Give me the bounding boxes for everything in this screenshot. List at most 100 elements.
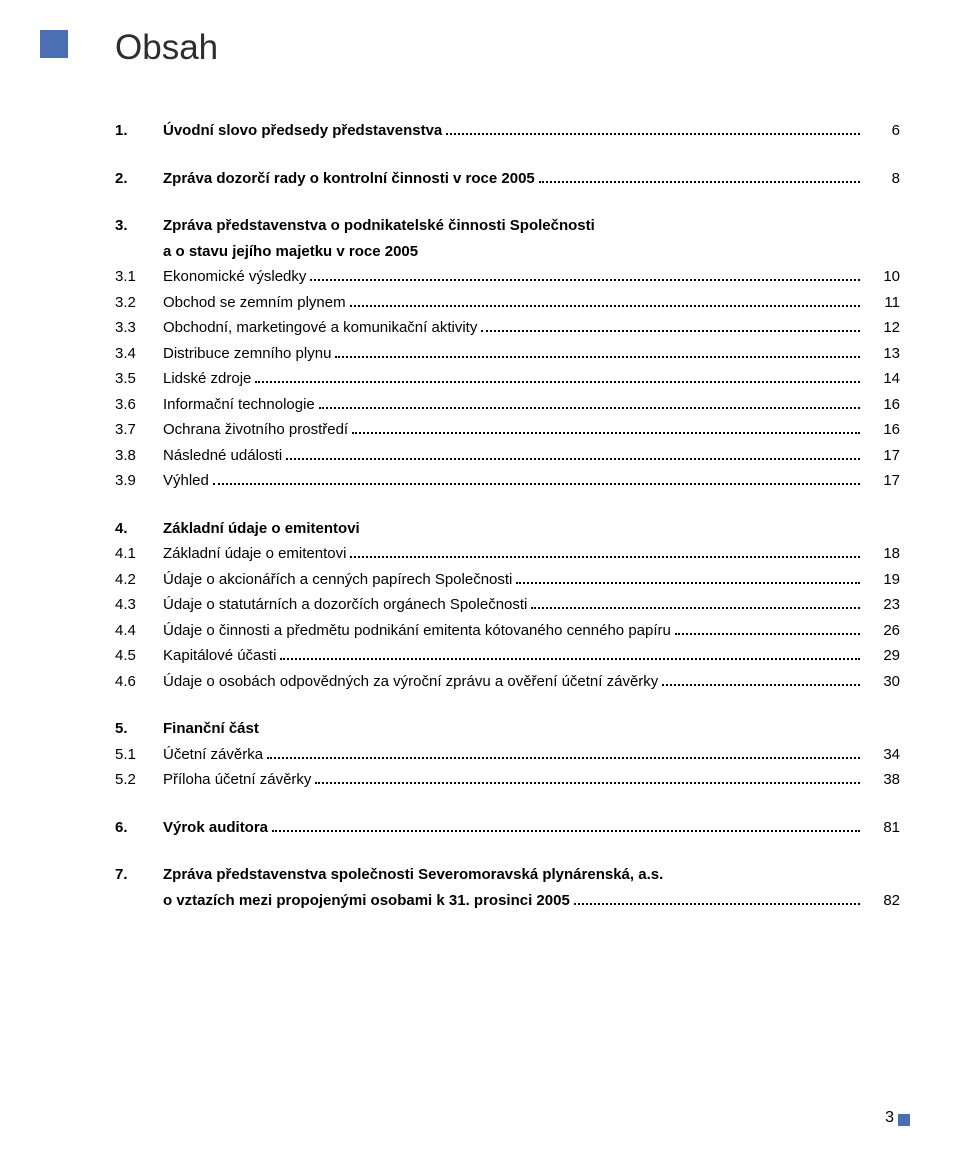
toc-row: 3.6Informační technologie 16: [115, 392, 900, 418]
toc-row: 3.Zpráva představenstva o podnikatelské …: [115, 213, 900, 239]
toc-number: 1.: [115, 118, 163, 144]
toc-dot-leader: [310, 266, 860, 282]
toc-number: 3.7: [115, 417, 163, 443]
toc-page-number: 82: [866, 888, 900, 914]
title-block: Obsah: [115, 28, 900, 68]
toc-row: 4.1Základní údaje o emitentovi18: [115, 541, 900, 567]
footer-accent-square: [898, 1114, 910, 1126]
toc-number: 3.2: [115, 290, 163, 316]
toc-page-number: 10: [866, 264, 900, 290]
toc-dot-leader: [516, 568, 860, 584]
page-number: 3: [885, 1109, 894, 1127]
toc-number: 3.: [115, 213, 163, 239]
toc-row: 5.2Příloha účetní závěrky 38: [115, 767, 900, 793]
toc-label: o vztazích mezi propojenými osobami k 31…: [163, 888, 570, 914]
toc-dot-leader: [675, 619, 860, 635]
table-of-contents: 1.Úvodní slovo předsedy představenstva 6 2…: [115, 118, 900, 913]
toc-row: 4.3Údaje o statutárních a dozorčích orgá…: [115, 592, 900, 618]
toc-row: 2.Zpráva dozorčí rady o kontrolní činnos…: [115, 166, 900, 192]
toc-row: 3.9Výhled17: [115, 468, 900, 494]
toc-dot-leader: [352, 419, 860, 435]
toc-dot-leader: [267, 743, 860, 759]
toc-page-number: 81: [866, 815, 900, 841]
toc-number: 3.6: [115, 392, 163, 418]
toc-dot-leader: [213, 470, 860, 486]
toc-dot-leader: [319, 393, 860, 409]
toc-dot-leader: [315, 769, 860, 785]
toc-label: Výrok auditora: [163, 815, 268, 841]
toc-number: 5.1: [115, 742, 163, 768]
toc-dot-leader: [255, 368, 860, 384]
document-page: Obsah 1.Úvodní slovo předsedy představen…: [0, 0, 960, 1153]
title-accent-square: [40, 30, 68, 58]
toc-label: Údaje o akcionářích a cenných papírech S…: [163, 567, 512, 593]
toc-dot-leader: [280, 645, 860, 661]
toc-group: 6.Výrok auditora 81: [115, 815, 900, 841]
toc-label: Úvodní slovo předsedy představenstva: [163, 118, 442, 144]
toc-label: Údaje o osobách odpovědných za výroční z…: [163, 669, 658, 695]
toc-label: Příloha účetní závěrky: [163, 767, 311, 793]
toc-dot-leader: [446, 120, 860, 136]
toc-number: 5.2: [115, 767, 163, 793]
toc-dot-leader: [350, 291, 860, 307]
toc-label: Lidské zdroje: [163, 366, 251, 392]
toc-page-number: 18: [866, 541, 900, 567]
toc-label: Následné události: [163, 443, 282, 469]
toc-page-number: 23: [866, 592, 900, 618]
toc-dot-leader: [481, 317, 860, 333]
toc-row: 5.Finanční část: [115, 716, 900, 742]
toc-row: 3.5Lidské zdroje14: [115, 366, 900, 392]
toc-page-number: 12: [866, 315, 900, 341]
toc-page-number: 19: [866, 567, 900, 593]
toc-row: 6.Výrok auditora 81: [115, 815, 900, 841]
toc-page-number: 17: [866, 443, 900, 469]
toc-label: Ochrana životního prostředí: [163, 417, 348, 443]
toc-group: 5.Finanční část5.1Účetní závěrka345.2Pří…: [115, 716, 900, 793]
toc-dot-leader: [335, 342, 860, 358]
toc-number: 4.4: [115, 618, 163, 644]
toc-label: Ekonomické výsledky: [163, 264, 306, 290]
toc-number: 4.5: [115, 643, 163, 669]
toc-number: 5.: [115, 716, 163, 742]
toc-row: 4.6Údaje o osobách odpovědných za výročn…: [115, 669, 900, 695]
toc-row: 3.2Obchod se zemním plynem 11: [115, 290, 900, 316]
toc-label: Finanční část: [163, 716, 259, 742]
toc-dot-leader: [539, 167, 860, 183]
toc-number: 3.1: [115, 264, 163, 290]
toc-group: 3.Zpráva představenstva o podnikatelské …: [115, 213, 900, 494]
toc-label: Zpráva dozorčí rady o kontrolní činnosti…: [163, 166, 535, 192]
toc-page-number: 6: [866, 118, 900, 144]
toc-page-number: 30: [866, 669, 900, 695]
toc-page-number: 11: [866, 290, 900, 316]
toc-page-number: 14: [866, 366, 900, 392]
toc-group: 1.Úvodní slovo předsedy představenstva 6: [115, 118, 900, 144]
toc-page-number: 8: [866, 166, 900, 192]
toc-label: Výhled: [163, 468, 209, 494]
toc-dot-leader: [531, 594, 860, 610]
page-footer: 3: [885, 1109, 910, 1127]
toc-page-number: 29: [866, 643, 900, 669]
toc-label: Obchod se zemním plynem: [163, 290, 346, 316]
toc-dot-leader: [350, 543, 860, 559]
toc-page-number: 38: [866, 767, 900, 793]
toc-row: 4.4Údaje o činnosti a předmětu podnikání…: [115, 618, 900, 644]
toc-row: 3.1Ekonomické výsledky 10: [115, 264, 900, 290]
toc-row: 4.Základní údaje o emitentovi: [115, 516, 900, 542]
toc-row: a o stavu jejího majetku v roce 2005: [115, 239, 900, 265]
toc-number: 6.: [115, 815, 163, 841]
toc-dot-leader: [574, 889, 860, 905]
toc-page-number: 26: [866, 618, 900, 644]
toc-label: Informační technologie: [163, 392, 315, 418]
toc-dot-leader: [286, 444, 860, 460]
toc-page-number: 34: [866, 742, 900, 768]
toc-label: Kapitálové účasti: [163, 643, 276, 669]
toc-row: 1.Úvodní slovo předsedy představenstva 6: [115, 118, 900, 144]
toc-dot-leader: [272, 816, 860, 832]
toc-row: 3.4Distribuce zemního plynu13: [115, 341, 900, 367]
toc-label: Základní údaje o emitentovi: [163, 516, 360, 542]
toc-number: 4.: [115, 516, 163, 542]
toc-row: 3.8Následné události17: [115, 443, 900, 469]
toc-page-number: 16: [866, 392, 900, 418]
toc-number: 3.9: [115, 468, 163, 494]
toc-page-number: 13: [866, 341, 900, 367]
